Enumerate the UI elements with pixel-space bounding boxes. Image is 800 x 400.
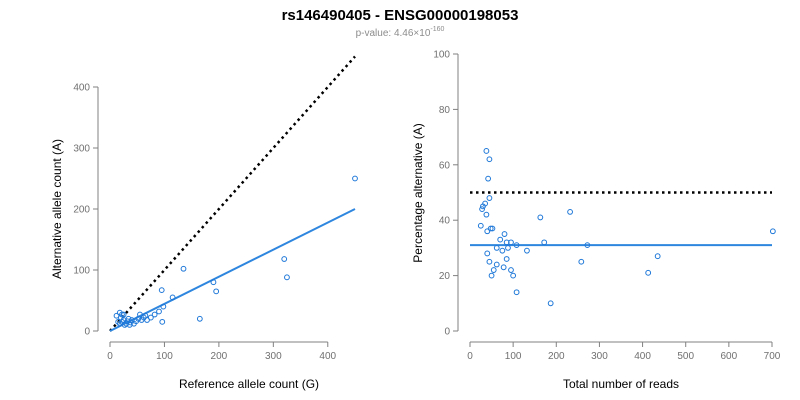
data-point-left	[120, 311, 127, 318]
data-point-left	[156, 308, 162, 315]
data-point-right	[490, 267, 497, 273]
data-point-left	[210, 279, 217, 286]
data-point-right	[484, 228, 491, 235]
data-point-right	[584, 242, 591, 249]
data-point-right	[541, 239, 548, 246]
y-tick-label-left: 300	[73, 144, 90, 155]
data-point-right	[513, 289, 520, 296]
data-point-right	[499, 247, 506, 254]
data-point-left	[137, 311, 143, 318]
subtitle-prefix: p-value: 4.46	[356, 28, 414, 39]
data-point-right	[477, 222, 484, 229]
data-point-left	[180, 265, 187, 272]
data-point-left	[281, 256, 288, 262]
data-point-right	[513, 242, 520, 249]
data-point-right	[488, 272, 495, 279]
y-tick-label-right: 60	[439, 160, 451, 171]
data-point-right	[489, 225, 496, 232]
x-tick-label-right: 300	[591, 351, 608, 362]
y-tick-label-right: 40	[439, 216, 451, 227]
data-point-left	[151, 311, 158, 318]
figure-title: rs146490405 - ENSG00000198053	[282, 7, 519, 24]
data-point-right	[508, 267, 514, 273]
data-point-left	[119, 311, 125, 318]
data-point-left	[169, 294, 176, 301]
data-point-right	[503, 256, 510, 262]
x-tick-label-right: 700	[764, 351, 781, 362]
x-tick-label-right: 400	[634, 351, 651, 362]
y-axis-label-right: Percentage alternative (A)	[411, 123, 425, 262]
data-point-right	[497, 236, 504, 243]
x-tick-label-right: 100	[505, 351, 522, 362]
data-point-right	[578, 258, 585, 265]
figure-subtitle: p-value: 4.46×10-160	[356, 26, 445, 39]
data-point-left	[147, 314, 154, 321]
x-tick-label-left: 0	[107, 351, 113, 362]
y-tick-label-right: 20	[439, 271, 451, 282]
data-point-right	[479, 206, 485, 213]
data-point-left	[159, 318, 166, 325]
data-point-left	[352, 175, 358, 182]
data-point-right	[485, 175, 492, 182]
data-point-left	[158, 287, 165, 294]
data-point-right	[524, 247, 530, 254]
data-point-right	[487, 225, 494, 232]
data-point-right	[508, 239, 514, 246]
y-tick-label-right: 80	[439, 105, 451, 116]
y-tick-label-left: 200	[73, 205, 90, 216]
y-axis-label-left: Alternative allele count (A)	[50, 139, 64, 279]
data-point-left	[213, 288, 220, 295]
fit-line-left	[109, 208, 356, 332]
data-point-right	[547, 300, 554, 307]
x-tick-label-right: 0	[467, 351, 473, 362]
data-point-right	[493, 261, 500, 268]
data-point-right	[645, 269, 652, 276]
reference-line-left	[109, 55, 356, 332]
percentage-scatter-panel: Total number of reads Percentage alterna…	[411, 50, 781, 392]
data-point-right	[483, 211, 490, 218]
data-point-right	[493, 245, 500, 251]
x-tick-label-right: 500	[677, 351, 694, 362]
y-tick-label-left: 400	[73, 83, 90, 94]
data-point-right	[567, 208, 573, 215]
data-point-left	[160, 303, 167, 310]
data-point-right	[505, 245, 511, 251]
data-point-right	[769, 228, 776, 235]
x-tick-label-left: 100	[156, 351, 173, 362]
x-tick-label-left: 400	[319, 351, 336, 362]
data-point-right	[537, 214, 544, 221]
data-point-right	[486, 258, 493, 265]
x-tick-label-left: 300	[265, 351, 282, 362]
data-point-left	[196, 315, 203, 322]
allele-count-scatter-panel: Reference allele count (G) Alternative a…	[50, 55, 358, 391]
subtitle-times: ×	[413, 28, 419, 39]
x-axis-label-left: Reference allele count (G)	[179, 377, 319, 391]
x-tick-label-right: 200	[548, 351, 565, 362]
data-point-right	[486, 195, 493, 201]
y-tick-label-left: 0	[84, 327, 90, 338]
data-point-right	[500, 264, 507, 271]
subtitle-exponent: -160	[430, 26, 444, 33]
data-point-right	[484, 250, 491, 257]
data-point-left	[284, 274, 290, 281]
x-tick-label-left: 200	[211, 351, 228, 362]
data-point-right	[654, 253, 661, 260]
y-tick-label-right: 100	[433, 50, 450, 61]
data-point-right	[483, 148, 490, 154]
x-axis-label-right: Total number of reads	[563, 377, 679, 391]
data-point-right	[482, 200, 489, 207]
y-tick-label-right: 0	[444, 327, 450, 338]
data-point-right	[501, 231, 508, 237]
x-tick-label-right: 600	[721, 351, 738, 362]
subtitle-base: 10	[419, 28, 431, 39]
data-point-right	[486, 156, 493, 163]
data-point-right	[510, 272, 517, 279]
y-tick-label-left: 100	[73, 266, 90, 277]
